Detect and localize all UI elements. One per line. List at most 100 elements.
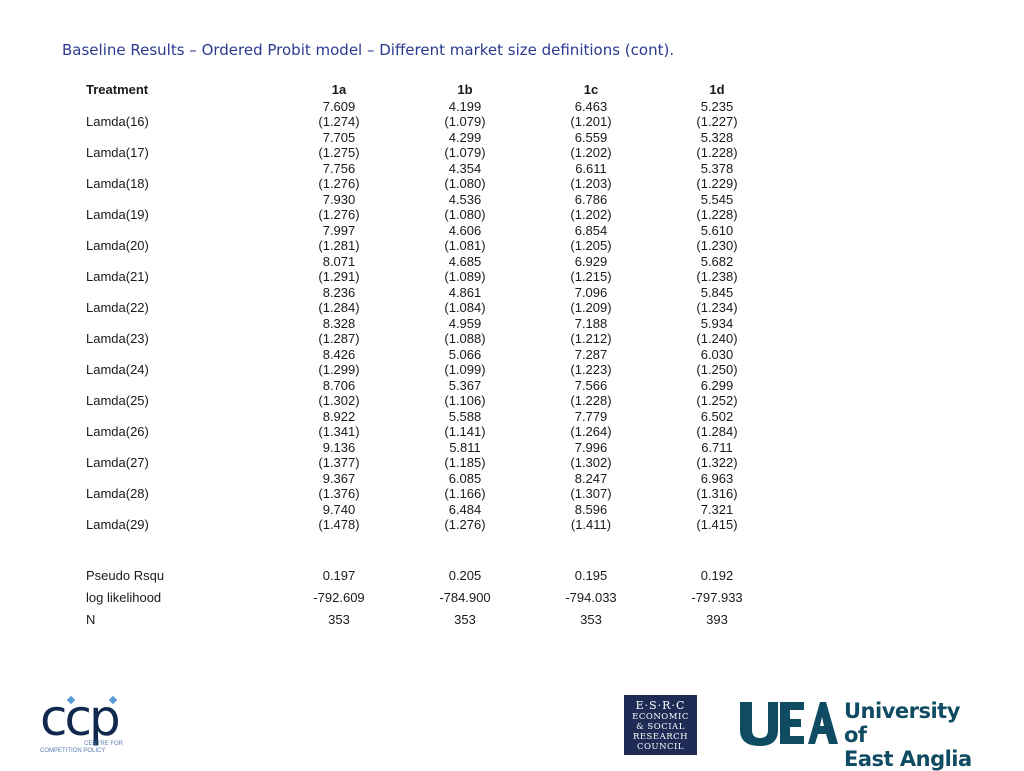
coefficient: 5.328 <box>700 129 734 145</box>
value-cell: 7.287 (1.223) <box>528 347 654 378</box>
standard-error: (1.275) <box>318 145 360 161</box>
coefficient: 6.502 <box>700 408 734 424</box>
value-cell: 5.367 (1.106) <box>402 378 528 409</box>
value-cell: 8.071 (1.291) <box>276 254 402 285</box>
row-label: Lamda(19) <box>86 206 149 222</box>
stats-row: log likelihood -792.609 -784.900 -794.033 -7… <box>86 587 780 609</box>
coefficient: 5.845 <box>700 284 734 300</box>
coefficient: 7.566 <box>574 377 608 393</box>
coefficient: 8.328 <box>322 315 356 331</box>
value-cell: 5.066 (1.099) <box>402 347 528 378</box>
value-cell: 0.195 <box>574 567 608 583</box>
header-label: Treatment <box>86 82 149 97</box>
standard-error: (1.377) <box>318 455 360 471</box>
coefficient: 7.321 <box>700 501 734 517</box>
value-cell: 4.536 (1.080) <box>402 192 528 223</box>
esrc-logo: E·S·R·C ECONOMIC & SOCIAL RESEARCH COUNC… <box>624 695 697 755</box>
standard-error: (1.227) <box>696 114 738 130</box>
row-label: Lamda(24) <box>86 361 149 377</box>
standard-error: (1.230) <box>696 238 738 254</box>
row-label: log likelihood <box>86 589 162 605</box>
value-cell: 5.682 (1.238) <box>654 254 780 285</box>
table-row: Lamda(20) 7.997 (1.281) 4.606 (1.081) 6.854 (1… <box>86 223 780 254</box>
value-cell: 6.854 (1.205) <box>528 223 654 254</box>
value-cell: 9.367 (1.376) <box>276 471 402 502</box>
value-cell: 5.545 (1.228) <box>654 192 780 223</box>
standard-error: (1.089) <box>444 269 486 285</box>
value-cell: 8.706 (1.302) <box>276 378 402 409</box>
standard-error: (1.478) <box>318 517 360 533</box>
row-label: Lamda(27) <box>86 454 149 470</box>
coefficient: 6.085 <box>448 470 482 486</box>
coefficient: 5.378 <box>700 160 734 176</box>
value-cell: 6.463 (1.201) <box>528 99 654 130</box>
value-cell: 7.566 (1.228) <box>528 378 654 409</box>
standard-error: (1.276) <box>318 176 360 192</box>
coefficient: 6.484 <box>448 501 482 517</box>
coefficient: 6.611 <box>575 160 607 176</box>
coefficient: 5.682 <box>700 253 734 269</box>
coefficient: 4.199 <box>448 98 482 114</box>
value-cell: 0.197 <box>322 567 356 583</box>
standard-error: (1.205) <box>570 238 612 254</box>
coefficient: 6.711 <box>701 439 733 455</box>
uea-logo: University of East Anglia <box>738 698 988 771</box>
value-cell: 7.096 (1.209) <box>528 285 654 316</box>
coefficient: 8.426 <box>322 346 356 362</box>
table-row: Lamda(16) 7.609 (1.274) 4.199 (1.079) 6.463 (1… <box>86 99 780 130</box>
value-cell: 7.996 (1.302) <box>528 440 654 471</box>
standard-error: (1.291) <box>318 269 360 285</box>
table-row: Lamda(28) 9.367 (1.376) 6.085 (1.166) 8.247 (1… <box>86 471 780 502</box>
table-row: Lamda(19) 7.930 (1.276) 4.536 (1.080) 6.786 (1… <box>86 192 780 223</box>
coefficient: 7.930 <box>322 191 356 207</box>
esrc-line: RESEARCH <box>632 731 689 742</box>
standard-error: (1.209) <box>570 300 612 316</box>
value-cell: 9.740 (1.478) <box>276 502 402 533</box>
value-cell: 6.559 (1.202) <box>528 130 654 161</box>
standard-error: (1.228) <box>570 393 612 409</box>
table-row: Lamda(17) 7.705 (1.275) 4.299 (1.079) 6.559 (1… <box>86 130 780 161</box>
standard-error: (1.166) <box>444 486 486 502</box>
value-cell: 9.136 (1.377) <box>276 440 402 471</box>
standard-error: (1.341) <box>318 424 360 440</box>
coefficient: 8.236 <box>322 284 356 300</box>
value-cell: 0.205 <box>448 567 482 583</box>
value-cell: 4.959 (1.088) <box>402 316 528 347</box>
slide-title: Baseline Results – Ordered Probit model … <box>62 41 675 59</box>
row-label: Lamda(28) <box>86 485 149 501</box>
coefficient: 4.606 <box>448 222 482 238</box>
value-cell: 5.610 (1.230) <box>654 223 780 254</box>
standard-error: (1.185) <box>444 455 486 471</box>
value-cell: 7.930 (1.276) <box>276 192 402 223</box>
standard-error: (1.276) <box>444 517 486 533</box>
value-cell: 6.611 (1.203) <box>528 161 654 192</box>
table-row: Lamda(21) 8.071 (1.291) 4.685 (1.089) 6.929 (1… <box>86 254 780 285</box>
value-cell: 7.997 (1.281) <box>276 223 402 254</box>
row-label: Lamda(29) <box>86 516 149 532</box>
value-cell: -792.609 <box>313 589 365 605</box>
standard-error: (1.223) <box>570 362 612 378</box>
table-row: Lamda(24) 8.426 (1.299) 5.066 (1.099) 7.287 (1… <box>86 347 780 378</box>
standard-error: (1.264) <box>570 424 612 440</box>
standard-error: (1.411) <box>570 517 612 533</box>
value-cell: 6.030 (1.250) <box>654 347 780 378</box>
value-cell: 4.861 (1.084) <box>402 285 528 316</box>
standard-error: (1.322) <box>696 455 738 471</box>
coefficient: 7.779 <box>574 408 608 424</box>
coefficient: 9.136 <box>322 439 356 455</box>
table-row: Lamda(26) 8.922 (1.341) 5.588 (1.141) 7.779 (1… <box>86 409 780 440</box>
coefficient: 8.922 <box>322 408 356 424</box>
standard-error: (1.212) <box>570 331 612 347</box>
standard-error: (1.250) <box>696 362 738 378</box>
value-cell: 7.756 (1.276) <box>276 161 402 192</box>
coefficient: 7.287 <box>574 346 608 362</box>
coefficient: 6.929 <box>574 253 608 269</box>
ccp-logo-subtitle: CENTRE FOR COMPETITION POLICY <box>40 741 160 755</box>
table-row: Lamda(29) 9.740 (1.478) 6.484 (1.276) 8.596 (1… <box>86 502 780 533</box>
coefficient: 4.959 <box>448 315 482 331</box>
row-label: Lamda(25) <box>86 392 149 408</box>
standard-error: (1.088) <box>444 331 486 347</box>
table-row: Lamda(27) 9.136 (1.377) 5.811 (1.185) 7.996 (1… <box>86 440 780 471</box>
value-cell: -797.933 <box>691 589 743 605</box>
value-cell: 4.299 (1.079) <box>402 130 528 161</box>
